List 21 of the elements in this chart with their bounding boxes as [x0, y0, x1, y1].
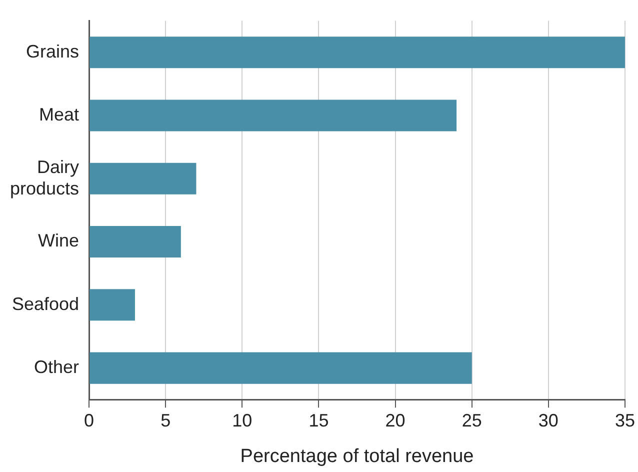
y-tick-label: Grains — [26, 41, 80, 62]
bar — [90, 36, 625, 68]
bar — [90, 100, 457, 132]
y-tick-label: Other — [34, 357, 80, 377]
bar — [90, 289, 135, 321]
x-tick-label: 10 — [232, 410, 252, 430]
x-tick-label: 30 — [538, 410, 558, 430]
x-tick-label: 25 — [462, 410, 482, 430]
y-tick-label: Seafood — [12, 294, 80, 314]
bar — [90, 352, 472, 384]
y-tick-label: Wine — [38, 230, 80, 251]
x-tick-label: 35 — [614, 410, 636, 430]
bar — [90, 226, 181, 258]
y-tick-label: Dairy products — [10, 156, 80, 198]
x-axis-title: Percentage of total revenue — [240, 446, 474, 467]
x-tick-label: 15 — [308, 410, 329, 430]
x-tick-label: 5 — [160, 410, 171, 430]
x-tick-label: 0 — [84, 410, 94, 430]
bar — [90, 162, 196, 194]
y-tick-label: Meat — [39, 104, 80, 124]
x-tick-label: 20 — [385, 410, 406, 430]
